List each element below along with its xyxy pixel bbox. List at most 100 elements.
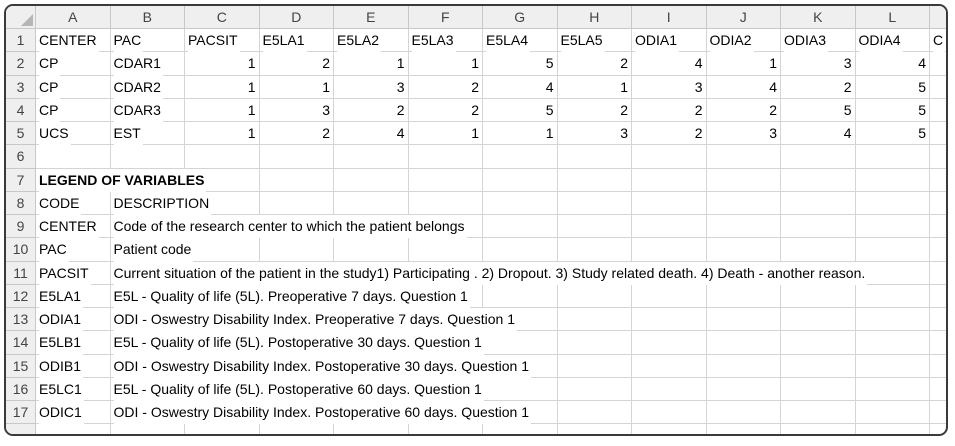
cell: E5L - Quality of life (5L). Preoperative… bbox=[110, 284, 470, 308]
cell: 4 bbox=[781, 122, 856, 146]
cell: E5LC1 bbox=[36, 377, 111, 401]
cell-number: 3 bbox=[322, 101, 330, 118]
cell bbox=[185, 168, 260, 192]
column-header: B bbox=[110, 6, 185, 29]
cell-number: 1 bbox=[471, 125, 479, 141]
cell bbox=[706, 284, 781, 308]
cell: CDAR2 bbox=[110, 75, 185, 99]
cell-text: E5LA2 bbox=[337, 29, 382, 53]
cell: 5 bbox=[855, 122, 930, 146]
cell: 4 bbox=[334, 122, 409, 146]
cell-text: E5LA3 bbox=[411, 29, 456, 53]
cell bbox=[855, 191, 930, 215]
cell: 1 bbox=[185, 98, 260, 122]
cell bbox=[185, 145, 260, 169]
cell bbox=[557, 238, 632, 262]
cell: Code of the research center to which the… bbox=[110, 215, 467, 239]
cell-number: 1 bbox=[620, 78, 628, 95]
cell bbox=[930, 99, 946, 122]
cell: ODIB1 bbox=[36, 354, 111, 378]
cell bbox=[408, 238, 483, 262]
cell bbox=[930, 331, 946, 355]
cell-text: E5LA4 bbox=[486, 29, 531, 53]
cell bbox=[632, 191, 707, 215]
cell: 2 bbox=[408, 75, 483, 99]
cell bbox=[781, 377, 856, 401]
cell bbox=[259, 145, 334, 169]
cell-text: E5LA5 bbox=[560, 29, 605, 53]
cell bbox=[930, 215, 946, 239]
cell bbox=[855, 215, 930, 239]
cell bbox=[111, 424, 185, 434]
cell-text: UCS bbox=[39, 122, 71, 146]
cell: DESCRIPTION bbox=[110, 191, 212, 215]
cell: 1 bbox=[185, 75, 260, 99]
column-header: A bbox=[36, 6, 111, 29]
cell bbox=[930, 169, 946, 192]
cell: EST bbox=[110, 122, 185, 146]
cell-text: CENTER bbox=[39, 215, 99, 239]
cell-number: 3 bbox=[396, 78, 405, 95]
cell bbox=[930, 308, 946, 332]
cell bbox=[260, 424, 334, 434]
cell-text: PAC bbox=[113, 29, 144, 53]
cell bbox=[856, 424, 930, 434]
cell-number: 2 bbox=[396, 101, 405, 118]
cell bbox=[557, 215, 632, 239]
cell bbox=[483, 145, 558, 169]
cell: E5L - Quality of life (5L). Postoperativ… bbox=[110, 377, 484, 401]
cell: PACSIT bbox=[36, 261, 111, 285]
cell: E5LB1 bbox=[36, 331, 111, 355]
cell bbox=[855, 401, 930, 425]
cell-number: 1 bbox=[471, 55, 479, 72]
cell-text: E5L - Quality of life (5L). Postoperativ… bbox=[113, 377, 484, 401]
cell bbox=[855, 168, 930, 192]
column-header: F bbox=[408, 6, 483, 29]
row-header: 9 bbox=[6, 215, 36, 239]
row-header: 12 bbox=[6, 284, 36, 308]
cell-text: Patient code bbox=[113, 238, 194, 262]
cell-text: ODIB1 bbox=[39, 354, 84, 378]
cell bbox=[408, 168, 483, 192]
cell bbox=[855, 354, 930, 378]
cell: 1 bbox=[185, 122, 260, 146]
cell bbox=[855, 331, 930, 355]
cell bbox=[557, 168, 632, 192]
cell bbox=[36, 424, 111, 434]
cell bbox=[632, 284, 707, 308]
cell-text: CODE bbox=[39, 191, 82, 215]
cell bbox=[632, 424, 707, 434]
cell bbox=[855, 377, 930, 401]
row-header: 5 bbox=[6, 122, 36, 146]
cell-text: EST bbox=[113, 122, 143, 146]
cell bbox=[930, 122, 946, 146]
cell-text: E5LC1 bbox=[39, 377, 84, 401]
cell bbox=[408, 191, 483, 215]
cell-number: 2 bbox=[322, 125, 330, 141]
cell-text: ODI - Oswestry Disability Index. Postope… bbox=[113, 401, 532, 425]
spreadsheet: A B C D E F G H I J K L 1 CENTER PAC PACSIT E5LA1 E5LA2 E5… bbox=[4, 4, 948, 436]
row-header: 3 bbox=[6, 75, 36, 99]
cell-text: E5L - Quality of life (5L). Preoperative… bbox=[113, 284, 470, 308]
cell-text: E5LA1 bbox=[262, 29, 307, 53]
cell: E5LA3 bbox=[408, 29, 483, 53]
cell bbox=[36, 145, 111, 169]
cell: 2 bbox=[408, 98, 483, 122]
cell-number: 1 bbox=[545, 125, 554, 141]
cell: 4 bbox=[632, 52, 707, 76]
cell-text: ODIC1 bbox=[39, 401, 84, 425]
cell bbox=[632, 377, 707, 401]
cell-text: C bbox=[933, 29, 946, 53]
cell: 4 bbox=[706, 75, 781, 99]
row-header: 13 bbox=[6, 308, 36, 332]
cell bbox=[930, 52, 946, 76]
cell bbox=[706, 331, 781, 355]
cell bbox=[409, 424, 483, 434]
cell: 2 bbox=[557, 52, 632, 76]
cell: CENTER bbox=[36, 215, 111, 239]
cell-number: 2 bbox=[471, 101, 479, 118]
cell-number: 1 bbox=[247, 101, 256, 118]
cell: 2 bbox=[259, 52, 334, 76]
cell-number: 2 bbox=[843, 78, 852, 95]
cell: ODIA2 bbox=[706, 29, 781, 53]
